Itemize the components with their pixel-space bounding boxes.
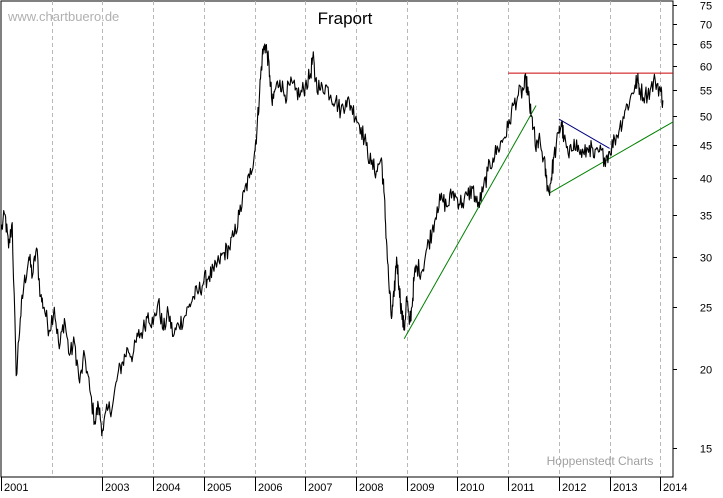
y-tick-label-60: 60 (700, 62, 712, 74)
x-tick-label-2011: 2011 (511, 482, 535, 493)
series (0, 43, 664, 437)
y-tick-label-30: 30 (700, 253, 712, 265)
x-tick-label-2006: 2006 (258, 482, 282, 493)
trendline-triangle-upper (558, 118, 610, 149)
y-axis: 15 20 25 30 35 40 45 50 55 60 65 70 75 (673, 1, 712, 456)
trendline-uptrend-2011 (548, 121, 674, 194)
y-tick-label-40: 40 (700, 174, 712, 186)
y-tick-label-65: 65 (700, 40, 712, 52)
chart-title: Fraport (318, 9, 373, 28)
footer-credit: Hoppenstedt Charts (547, 454, 654, 468)
y-tick-label-70: 70 (700, 20, 712, 32)
series-line-0 (0, 43, 664, 437)
x-tick-label-2008: 2008 (359, 482, 383, 493)
y-tick-label-25: 25 (700, 303, 712, 315)
x-tick-label-2010: 2010 (460, 482, 484, 493)
x-tick-label-2005: 2005 (207, 482, 231, 493)
y-tick-label-15: 15 (700, 444, 712, 456)
x-tick-label-2004: 2004 (156, 482, 180, 493)
x-tick-label-2009: 2009 (410, 482, 434, 493)
y-tick-label-55: 55 (700, 86, 712, 98)
trendlines (403, 72, 674, 339)
grid (52, 1, 661, 477)
y-tick-label-75: 75 (700, 1, 712, 13)
x-axis: 2001 2003 2004 2005 2006 2007 2008 2009 2010 2011… (1, 477, 687, 494)
x-tick-label-2012: 2012 (562, 482, 586, 493)
watermark: www.chartbuero.de (7, 9, 119, 24)
y-tick-label-20: 20 (700, 365, 712, 377)
x-tick-label-2014: 2014 (663, 482, 687, 493)
x-tick-label-2007: 2007 (308, 482, 332, 493)
plot-frame (0, 0, 674, 478)
y-tick-label-50: 50 (700, 112, 712, 124)
x-tick-label-2001: 2001 (4, 482, 28, 493)
trendline-uptrend-2009 (403, 105, 537, 339)
x-tick-label-2003: 2003 (105, 482, 129, 493)
y-tick-label-35: 35 (700, 211, 712, 223)
x-tick-label-2013: 2013 (613, 482, 637, 493)
y-tick-label-45: 45 (700, 141, 712, 153)
